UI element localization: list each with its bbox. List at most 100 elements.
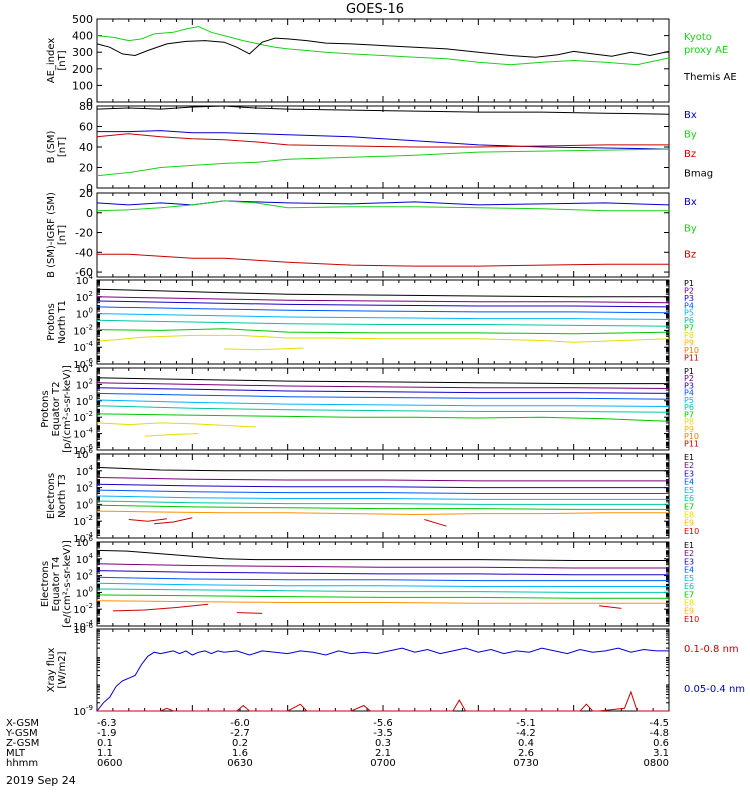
series-line [96,105,670,115]
series-line [236,612,263,614]
y-tick-label: 104 [76,552,94,566]
y-axis-label: Protons [46,303,57,340]
ephemeris-value: 0700 [370,758,395,769]
y-axis-label: AE_index [46,38,57,84]
y-axis-label: [e/(cm²-s-sr-keV)] [62,540,73,628]
legend-entry: E9 [684,607,694,616]
date-label: 2019 Sep 24 [6,774,76,787]
series-line [96,647,669,712]
legend-entry: P9 [684,338,694,347]
series-line [144,433,199,437]
legend-entry: P9 [684,425,694,434]
legend-entry: P11 [684,353,699,362]
y-tick-label: 0 [86,207,93,220]
legend-entry: Bz [684,149,696,160]
series-line [96,570,669,576]
legend-entry: E10 [684,615,699,624]
ephemeris-label: hhmm [6,758,38,769]
legend-entry: E6 [684,494,694,503]
legend-entry: P10 [684,346,699,355]
y-tick-label: 20 [79,162,93,175]
legend-entry: P4 [684,389,694,398]
series-line [112,603,209,612]
series-line [96,37,670,58]
ephemeris-value: 0600 [97,758,122,769]
legend-entry: P4 [684,301,694,310]
series-line [96,288,669,298]
y-tick-label: 10-9 [73,704,93,718]
legend-entry: E5 [684,486,694,495]
ephemeris-value: 0.2 [232,738,248,749]
y-tick-label: 106 [76,535,94,549]
y-axis-label: B (SM)-IGRF (SM) [46,192,57,278]
ephemeris-value: -6.0 [230,718,250,729]
y-tick-label: 10-2 [73,514,93,528]
y-tick-label: 20 [79,187,93,200]
legend-entry: P2 [684,286,694,295]
ephemeris-value: -4.5 [649,718,669,729]
legend-entry: E3 [684,469,694,478]
ephemeris-value: 0.6 [653,738,669,749]
legend-entry: P8 [684,418,694,427]
y-axis-label: North T1 [57,300,68,344]
y-axis-label: North T3 [57,474,68,518]
y-tick-label: 400 [72,30,93,43]
legend-entry: Bx [684,197,697,208]
series-line [96,399,670,407]
ephemeris-value: 2.1 [375,748,391,759]
y-tick-label: 104 [76,464,94,478]
legend-entry: E8 [684,598,694,607]
series-line [96,413,670,422]
y-tick-label: 10-6 [73,622,93,636]
legend-entry: P7 [684,410,694,419]
panel-frame [96,541,670,627]
legend-entry: E2 [684,549,694,558]
legend-entry: 0.1-0.8 nm [684,644,739,655]
legend-entry: E1 [684,453,694,462]
legend-entry: Kyoto [684,32,712,43]
y-tick-label: -60 [75,266,93,279]
series-line [96,377,669,385]
ephemeris-value: -4.2 [516,728,536,739]
panel-3: -60 -40 -20 0 20 B (SM)-IGRF (SM) [nT] Bx By Bz [46,187,697,279]
y-tick-label: 100 [72,79,93,92]
y-axis-label: [nT] [57,50,68,70]
series-line [154,517,193,525]
y-axis-label: [nT] [57,137,68,157]
y-tick-label: 104 [76,273,94,287]
legend-entry: E7 [684,590,694,599]
series-line [96,25,670,66]
series-line [96,300,670,308]
ephemeris-label: Z-GSM [6,738,39,749]
legend-entry: E2 [684,461,694,470]
panel-frame [96,453,670,539]
panel-2: 0 20 40 60 80 B (SM) [nT] Bx By Bz Bmag [46,100,713,195]
ephemeris-value: 0.3 [375,738,391,749]
ephemeris-label: MLT [6,748,26,759]
series-line [96,576,669,582]
ephemeris-value: -6.3 [97,718,117,729]
panel-frame [96,18,670,103]
y-axis-label: [p/(cm²-s-sr-keV)] [62,365,73,453]
legend-entry: P10 [684,432,699,441]
series-line [96,148,670,177]
y-tick-label: 40 [79,141,93,154]
series-line [96,392,670,400]
ephemeris-value: 2.6 [518,748,534,759]
series-line [96,477,669,482]
ephemeris-value: 0.1 [97,738,113,749]
y-axis-label: Equator T4 [51,557,62,612]
y-tick-label: -40 [75,246,93,259]
y-tick-label: 80 [79,100,93,113]
series-line [424,519,447,527]
series-line [96,382,670,389]
series-line [96,600,669,604]
series-line [96,319,670,327]
series-line [97,690,669,712]
panel-frame [96,628,670,712]
series-line [96,387,670,394]
series-line [599,605,622,609]
